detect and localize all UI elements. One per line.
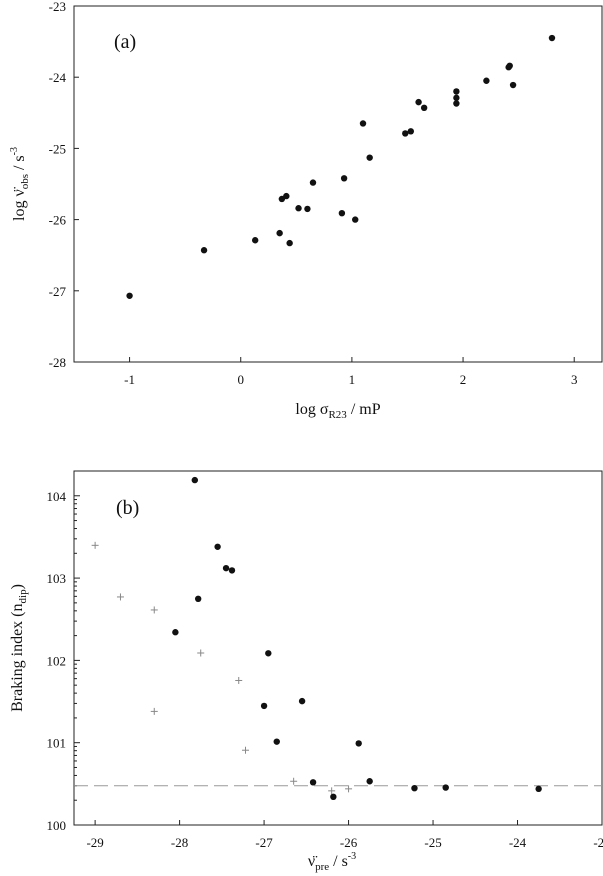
data-point (355, 740, 362, 747)
cross-point (150, 707, 158, 715)
x-tick-label: -28 (171, 835, 188, 850)
y-tick-label: -24 (49, 70, 67, 85)
data-point (276, 229, 283, 237)
x-tick-label: 3 (571, 372, 578, 387)
data-point (366, 154, 373, 161)
cross-point (235, 676, 243, 684)
cross-point (91, 541, 99, 549)
x-axis-label: log σR23 / mP (295, 401, 380, 421)
data-point (283, 192, 290, 200)
plot-frame (73, 470, 603, 826)
panel-label-a: (a) (114, 31, 136, 53)
data-point (402, 130, 409, 137)
y-tick-label: -26 (49, 213, 67, 228)
data-point (330, 793, 337, 801)
y-tick-label: 100 (47, 818, 67, 833)
x-tick-label: -29 (86, 835, 103, 850)
data-point (126, 292, 133, 299)
data-point (415, 98, 422, 106)
x-tick-label: -24 (509, 835, 527, 850)
x-tick-label: -1 (124, 372, 135, 387)
panel-a: -1 0 1 2 3 -23 -24 -25 -26 -27 -28 (a) log σR23 / mP… (9, 0, 603, 421)
data-point (309, 179, 317, 186)
cross-point (116, 593, 124, 601)
data-point (298, 697, 306, 705)
data-point (265, 650, 272, 657)
data-point (548, 34, 556, 42)
data-point (251, 237, 259, 244)
x-axis-label: ν̈pre / s-3 (308, 851, 356, 873)
data-point (191, 476, 199, 484)
data-point (411, 784, 418, 792)
x-tick-label: 2 (460, 372, 467, 387)
data-point (260, 702, 268, 710)
data-point (273, 738, 280, 745)
plot-frame (73, 5, 603, 363)
data-point (407, 128, 415, 135)
data-point (172, 629, 179, 636)
data-point (535, 785, 542, 793)
y-tick-label: -27 (49, 284, 67, 299)
data-point (506, 62, 513, 70)
x-tick-label: -25 (424, 835, 441, 850)
data-point (194, 595, 202, 603)
cross-point (241, 746, 249, 754)
cross-point (197, 649, 205, 657)
data-point (200, 247, 208, 254)
data-point (340, 175, 348, 182)
panel-b: -29 -28 -27 -26 -25 -24 -23 100 101 102 103 104 (b) ν… (9, 470, 603, 873)
data-point (309, 779, 317, 786)
y-tick-label: 101 (47, 736, 67, 751)
data-point (483, 77, 490, 84)
data-point (228, 567, 236, 574)
panel-label-b: (b) (116, 497, 139, 519)
cross-point (150, 606, 158, 614)
data-point (509, 81, 517, 89)
data-point (453, 88, 460, 95)
data-point (295, 205, 302, 212)
data-point (442, 784, 449, 791)
y-tick-label: -23 (49, 0, 66, 14)
cross-point (328, 787, 336, 795)
data-point (420, 104, 428, 112)
y-tick-label: -28 (49, 355, 66, 370)
data-point (286, 239, 293, 247)
data-point (366, 778, 373, 785)
y-tick-label: 102 (47, 653, 67, 668)
data-point (304, 205, 311, 213)
data-point (359, 120, 367, 127)
y-axis-label: Braking index (ndip) (9, 584, 29, 712)
data-point (222, 564, 230, 572)
cross-point (345, 785, 353, 793)
y-tick-label: -25 (49, 141, 66, 156)
x-tick-label: -27 (255, 835, 273, 850)
data-point (453, 100, 460, 107)
y-axis-label: log ν̈obs / s-3 (9, 147, 31, 221)
cross-point (290, 777, 298, 785)
y-tick-label: 104 (47, 489, 67, 504)
x-tick-label: 1 (349, 372, 356, 387)
x-tick-label: -26 (340, 835, 358, 850)
y-tick-label: 103 (47, 571, 67, 586)
data-point (338, 209, 346, 217)
data-point (352, 216, 359, 223)
x-tick-label: -23 (593, 835, 603, 850)
data-point (453, 94, 460, 102)
data-point (214, 543, 221, 550)
x-tick-label: 0 (237, 372, 244, 387)
